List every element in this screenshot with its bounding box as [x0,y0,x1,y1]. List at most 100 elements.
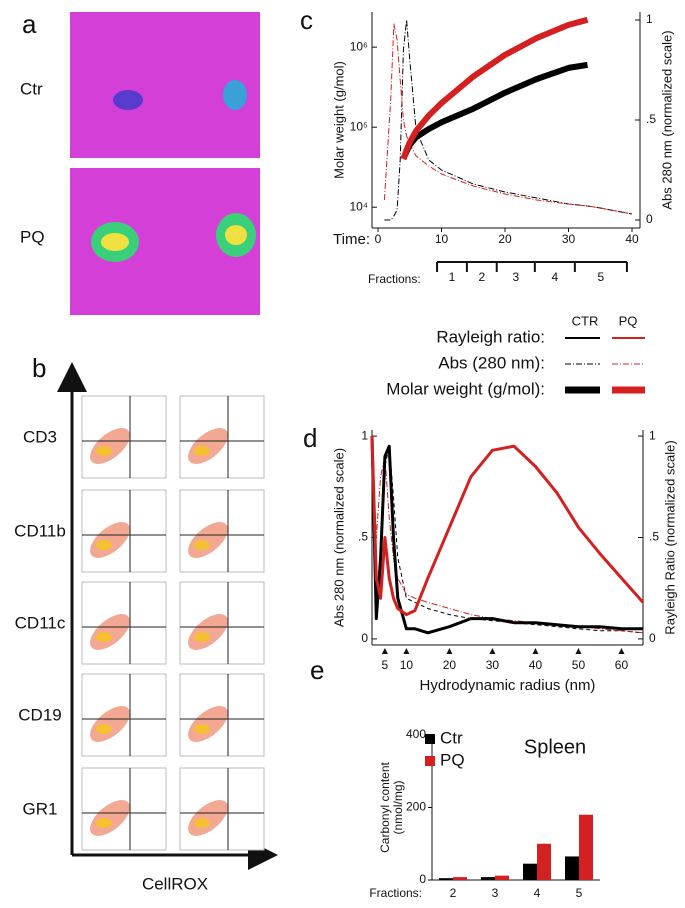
y2-label: Rayleigh Ratio (normalized scale) [662,440,677,634]
fraction-label: 2 [478,270,485,284]
fraction-label: 3 [512,270,519,284]
row-label: GR1 [23,799,58,818]
bar [495,875,509,880]
x-tick-label: 60 [615,658,629,672]
legend-header: CTR [572,313,599,328]
legend-swatch [425,756,435,766]
series-line [383,23,633,215]
panel-b: b CellROX CD3 CD11b CD11c CD19 GR1 [14,353,278,893]
y-tick-label: 200 [406,800,426,814]
y2-tick-label: .5 [649,530,659,544]
x-tick-label: 5 [382,658,389,672]
legend-label: Ctr [440,728,463,747]
row-label: CD11b [14,521,66,540]
bar [453,877,467,880]
x-tick-label: 30 [562,232,576,246]
series-line [370,436,645,617]
row-label: CD3 [23,427,57,446]
fraction-label: 4 [552,270,559,284]
x-tick [575,648,582,654]
bar [579,814,593,880]
series-line [370,436,643,635]
x-tick-label: 20 [498,232,512,246]
fraction-label: 5 [598,270,605,284]
series-line [371,436,644,634]
y-tick-label: 10⁶ [350,39,368,53]
panel-label: e [310,655,324,685]
panel-label: a [22,9,37,39]
x-label: Time: [333,231,370,248]
fraction-label: 1 [449,270,456,284]
x-tick-label: 4 [534,886,541,900]
fraction-title: Fractions: [368,272,421,286]
x-tick-label: 50 [572,658,586,672]
legend-header: PQ [619,313,638,328]
panel-label: d [303,423,317,453]
x-label: Hydrodynamic radius (nm) [420,677,596,694]
row-label: CD19 [18,705,61,724]
cell-core [194,724,210,734]
y2-tick-label: 0 [649,631,656,645]
cell-core [96,540,112,550]
signal [223,80,247,110]
panel-label: b [32,353,46,383]
x-tick [489,648,496,654]
x-tick [532,648,539,654]
x-tick [618,648,625,654]
cell-core [194,632,210,642]
cell-core [96,632,112,642]
y-tick-label: 0 [419,872,426,886]
x-tick-label: 30 [486,658,500,672]
panel-a: a Ctr PQ [20,9,260,315]
series-line [371,446,644,634]
signal [113,90,143,110]
y-label: Abs 280 nm (normalized scale) [331,448,346,627]
cell-core [194,818,210,828]
y2-label: Abs 280 nm (normalized scale) [659,30,674,209]
cell-core [194,540,210,550]
x-tick-label: 2 [450,886,457,900]
legend-label: Abs (280 nm): [438,353,545,372]
bar [565,856,579,880]
series-line [384,19,633,221]
y-tick-label: 400 [406,727,426,741]
y-tick-label: 1 [361,428,368,442]
row-label: PQ [20,227,45,246]
legend-label: Rayleigh ratio: [436,327,545,346]
cell-core [96,446,112,456]
series-line [400,16,589,160]
x-tick-label: 3 [492,886,499,900]
y-label: Carbonyl content [378,761,392,852]
y-tick-label: 10⁵ [350,119,368,133]
x-tick-label: 0 [375,232,382,246]
x-label: Fractions: [369,886,422,900]
bar [537,843,551,880]
legend-label: Molar weight (g/mol): [386,379,545,398]
x-tick-label: 10 [435,232,449,246]
y2-tick-label: 1 [646,12,653,26]
bar [523,863,537,880]
bar [481,877,495,880]
signal [101,233,129,251]
y2-tick-label: 1 [649,428,656,442]
y-label: Molar weight (g/mol) [331,61,346,179]
x-tick-label: 40 [529,658,543,672]
x-tick-label: 40 [625,232,639,246]
cell-core [96,818,112,828]
signal [225,225,247,245]
x-tick-label: 10 [400,658,414,672]
legend-swatch [425,734,435,744]
row-label: Ctr [20,79,43,98]
x-tick [381,648,388,654]
cell-core [96,724,112,734]
legend-label: PQ [440,750,465,769]
chart-title: Spleen [524,736,586,758]
x-label: CellROX [142,874,208,893]
y-tick-label: 0 [361,631,368,645]
y-label: (nmol/mg) [391,780,405,834]
x-tick-label: 20 [443,658,457,672]
x-tick [446,648,453,654]
y-tick-label: .5 [358,530,368,544]
y2-tick-label: .5 [646,112,656,126]
cell-core [194,446,210,456]
